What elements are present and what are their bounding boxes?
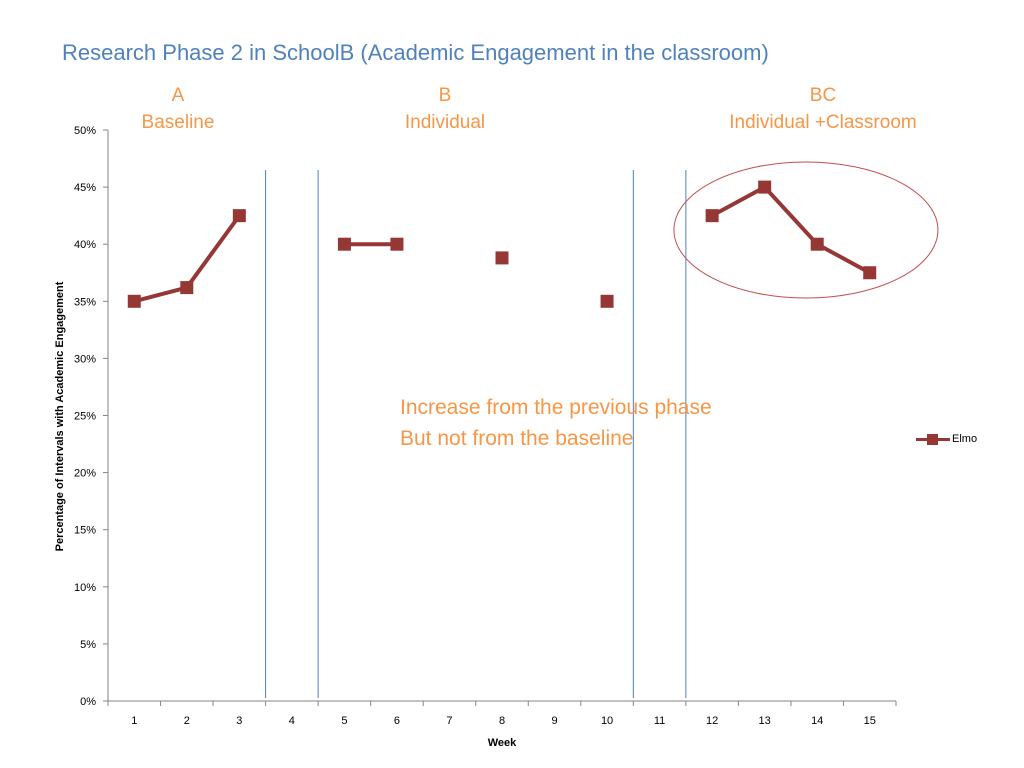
x-tick-label: 1	[131, 715, 137, 727]
x-tick-label: 15	[864, 715, 876, 727]
phase-a-code: A	[171, 85, 185, 106]
phase-bc-label: BC Individual +Classroom	[712, 82, 934, 136]
phase-a-name: Baseline	[141, 112, 215, 133]
series-segment	[184, 213, 242, 290]
x-tick-label: 10	[601, 715, 613, 727]
series-segment	[710, 185, 767, 218]
x-tick-label: 6	[394, 715, 400, 727]
series-segment	[762, 185, 820, 247]
y-tick-label: 20%	[74, 468, 96, 480]
x-tick-label: 12	[706, 715, 718, 727]
y-tick-label: 50%	[74, 125, 96, 137]
y-tick-label: 45%	[74, 182, 96, 194]
data-point	[600, 294, 614, 308]
y-tick-label: 40%	[74, 239, 96, 251]
annotation-line-1: Increase from the previous phase	[400, 396, 712, 419]
slide-title: Research Phase 2 in SchoolB (Academic En…	[62, 40, 769, 65]
phase-b-name: Individual	[404, 112, 486, 133]
data-point	[758, 180, 772, 194]
y-tick-label: 0%	[80, 696, 96, 708]
x-tick-label: 5	[341, 715, 347, 727]
y-tick-label: 35%	[74, 296, 96, 308]
data-point	[337, 237, 351, 251]
x-axis-title: Week	[488, 737, 517, 749]
x-tick-label: 13	[759, 715, 771, 727]
annotation-line-2: But not from the baseline	[400, 427, 634, 450]
data-point	[180, 281, 194, 295]
x-tick-label: 9	[551, 715, 557, 727]
series-segment	[815, 242, 872, 275]
data-point	[390, 237, 404, 251]
x-tick-label: 4	[289, 715, 295, 727]
y-tick-label: 15%	[74, 525, 96, 537]
y-tick-label: 30%	[74, 353, 96, 365]
y-axis-title: Percentage of Intervals with Academic En…	[54, 281, 66, 551]
x-tick-label: 7	[446, 715, 452, 727]
legend-swatch-elmo	[916, 432, 950, 446]
data-point	[810, 237, 824, 251]
x-tick-label: 11	[654, 715, 665, 727]
data-point	[863, 266, 877, 280]
phase-bc-name: Individual +Classroom	[729, 112, 917, 133]
annotation-text: Increase from the previous phase But not…	[400, 392, 712, 454]
data-point	[495, 251, 509, 265]
y-tick-label: 25%	[74, 411, 96, 423]
highlight-ellipse	[673, 161, 939, 299]
data-point	[127, 294, 141, 308]
x-tick-label: 14	[811, 715, 823, 727]
data-point	[705, 209, 719, 223]
phase-a-label: A Baseline	[108, 82, 248, 136]
x-tick-label: 2	[184, 715, 190, 727]
chart-legend: Elmo	[916, 432, 977, 446]
data-point	[232, 209, 246, 223]
phase-bc-code: BC	[809, 85, 837, 106]
y-tick-label: 5%	[80, 639, 96, 651]
series-segment	[132, 285, 189, 304]
phase-b-label: B Individual	[370, 82, 520, 136]
legend-label-elmo: Elmo	[952, 433, 978, 445]
y-tick-label: 10%	[74, 582, 96, 594]
x-tick-label: 8	[499, 715, 505, 727]
phase-b-code: B	[438, 85, 452, 106]
x-tick-label: 3	[236, 715, 242, 727]
